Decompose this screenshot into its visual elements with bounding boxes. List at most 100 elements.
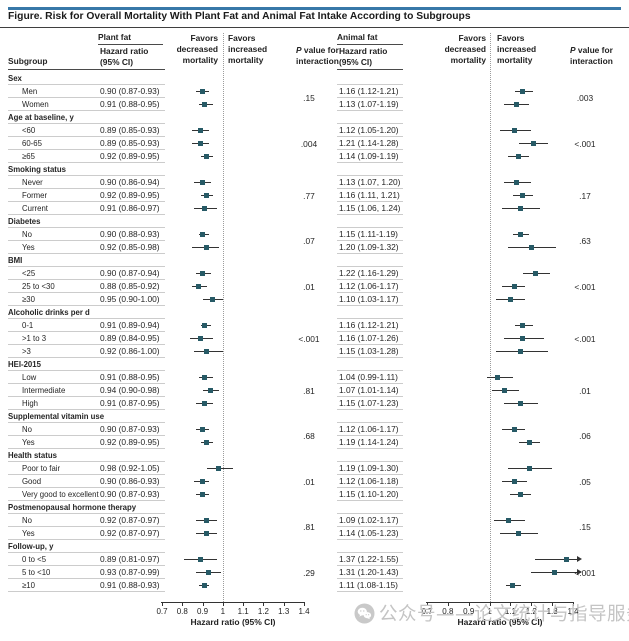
row-divider <box>337 409 403 410</box>
subgroup-group: Smoking status Never 0.90 (0.86-0.94) 1.13 … <box>0 163 629 215</box>
forest-marker <box>204 154 210 159</box>
hazard-ratio-value-plant: 0.90 (0.87-0.93) <box>100 86 160 96</box>
hazard-ratio-value-plant: 0.92 (0.87-0.97) <box>100 528 160 538</box>
table-row: 25 to <30 0.88 (0.85-0.92) 1.12 (1.06-1.17… <box>0 280 629 293</box>
table-row: High 0.91 (0.87-0.95) 1.15 (1.07-1.23) <box>0 397 629 410</box>
table-row: <25 0.90 (0.87-0.94) 1.22 (1.16-1.29) <box>0 266 629 280</box>
forest-marker <box>510 583 515 588</box>
group-items: Low 0.91 (0.88-0.95) 1.04 (0.99-1.11) Inter… <box>0 370 629 410</box>
forest-marker <box>204 349 210 354</box>
forest-marker <box>200 180 206 185</box>
panel-title-underline <box>337 44 403 46</box>
row-divider <box>337 110 403 111</box>
forest-marker <box>202 401 208 406</box>
axis-tick-label: 1.4 <box>298 607 310 616</box>
row-divider <box>8 214 165 215</box>
hazard-ratio-value-animal: 1.12 (1.06-1.17) <box>339 424 399 434</box>
p-value-interaction: .68 <box>303 431 315 441</box>
forest-marker <box>507 297 513 302</box>
category-label: Sex <box>8 73 22 83</box>
p-value-interaction: .003 <box>576 93 594 103</box>
top-accent-rule <box>8 7 621 10</box>
table-row: Poor to fair 0.98 (0.92-1.05) 1.19 (1.09-1… <box>0 461 629 475</box>
category-row: Health status <box>0 449 629 462</box>
forest-marker <box>512 427 518 432</box>
header-bottom-rule <box>8 68 165 70</box>
p-value-interaction: .77 <box>303 190 315 201</box>
hazard-ratio-value-animal: 1.15 (1.06, 1.24) <box>339 203 401 213</box>
hazard-ratio-value-plant: 0.90 (0.87-0.93) <box>100 489 160 499</box>
x-axis-tick <box>222 602 224 606</box>
subgroup-label: Good <box>22 476 42 486</box>
row-divider <box>8 526 165 527</box>
subgroup-label: No <box>22 229 32 239</box>
subgroup-group: Diabetes No 0.90 (0.88-0.93) 1.15 (1.11-1.1… <box>0 215 629 254</box>
hazard-ratio-value-plant: 0.92 (0.87-0.97) <box>100 515 160 525</box>
subgroup-group: Supplemental vitamin use No 0.90 (0.87-0.9… <box>0 410 629 449</box>
watermark-text: 公众号——论文统计与指导服务 <box>379 604 629 625</box>
forest-marker <box>196 284 201 289</box>
row-divider <box>337 435 403 436</box>
panel-title-underline <box>98 44 163 46</box>
favors-increased-label: Favors increased mortality <box>497 33 537 65</box>
subgroup-label: Intermediate <box>22 385 66 395</box>
category-row: Diabetes <box>0 215 629 228</box>
forest-marker <box>516 154 522 159</box>
ci-arrow-right <box>577 556 582 562</box>
p-value-column-header: P value for interaction <box>296 45 339 66</box>
hazard-ratio-value-plant: 0.95 (0.90-1.00) <box>100 294 160 304</box>
category-row: Smoking status <box>0 163 629 176</box>
row-divider <box>8 422 165 423</box>
table-row: Good 0.90 (0.86-0.93) 1.12 (1.06-1.18) <box>0 475 629 488</box>
axis-tick-label: 1.2 <box>257 607 269 616</box>
hazard-ratio-value-plant: 0.92 (0.85-0.98) <box>100 242 160 252</box>
axis-title: Hazard ratio (95% CI) <box>457 617 543 627</box>
category-row: Supplemental vitamin use <box>0 410 629 423</box>
title-divider <box>0 27 629 29</box>
hazard-ratio-value-animal: 1.12 (1.05-1.20) <box>339 125 399 135</box>
row-divider <box>337 344 403 345</box>
row-divider <box>337 500 403 501</box>
subgroup-group: Postmenopausal hormone therapy No 0.92 (0.… <box>0 501 629 540</box>
row-divider <box>8 149 165 150</box>
forest-marker <box>200 479 206 484</box>
row-divider <box>8 552 165 553</box>
table-row: Current 0.91 (0.86-0.97) 1.15 (1.06, 1.24) <box>0 202 629 215</box>
p-value-interaction: .15 <box>579 522 591 532</box>
hazard-ratio-value-animal: 1.19 (1.09-1.30) <box>339 463 399 473</box>
row-divider <box>337 253 403 254</box>
forest-marker <box>512 479 518 484</box>
forest-marker <box>501 388 507 393</box>
table-row: Never 0.90 (0.86-0.94) 1.13 (1.07, 1.20) <box>0 175 629 189</box>
table-row: ≥65 0.92 (0.89-0.95) 1.14 (1.09-1.19) <box>0 150 629 163</box>
hazard-ratio-value-plant: 0.91 (0.86-0.97) <box>100 203 160 213</box>
axis-title: Hazard ratio (95% CI) <box>190 617 276 627</box>
p-value-interaction: .63 <box>579 236 591 246</box>
row-divider <box>8 318 165 319</box>
axis-tick-label: 1.3 <box>546 607 558 616</box>
subgroup-group: Health status Poor to fair 0.98 (0.92-1.05… <box>0 449 629 501</box>
row-divider <box>337 240 403 241</box>
forest-marker <box>564 557 570 562</box>
row-divider <box>8 513 165 514</box>
p-value-interaction: .15 <box>303 93 315 103</box>
forest-marker <box>202 102 208 107</box>
row-divider <box>337 84 403 85</box>
category-label: Health status <box>8 450 57 460</box>
p-value-interaction: .01 <box>303 281 315 292</box>
forest-marker <box>200 89 206 94</box>
row-divider <box>8 539 165 540</box>
hr-column-header: Hazard ratio (95% CI) <box>339 46 388 67</box>
forest-marker <box>512 128 518 133</box>
row-divider <box>8 396 165 397</box>
row-divider <box>337 591 403 592</box>
panel-title: Animal fat <box>337 32 378 42</box>
row-divider <box>8 500 165 501</box>
forest-marker <box>198 557 204 562</box>
subgroup-label: 60-65 <box>22 138 42 148</box>
hazard-ratio-value-animal: 1.37 (1.22-1.55) <box>339 554 399 564</box>
row-divider <box>337 227 403 228</box>
row-divider <box>337 214 403 215</box>
forest-marker <box>204 518 210 523</box>
